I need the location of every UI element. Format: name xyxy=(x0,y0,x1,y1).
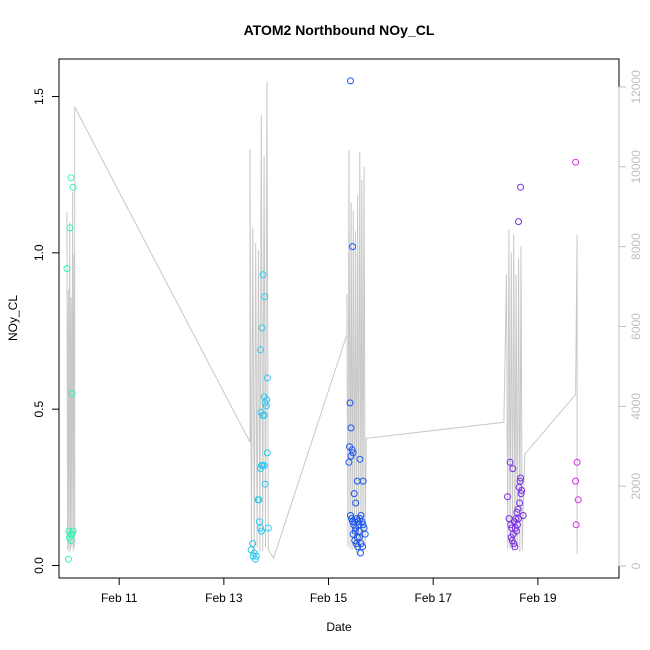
data-point xyxy=(516,499,524,507)
data-point xyxy=(347,424,355,432)
data-point xyxy=(249,540,257,548)
x-axis-label: Date xyxy=(326,620,352,634)
chart-title: ATOM2 Northbound NOy_CL xyxy=(244,22,435,38)
data-point xyxy=(517,474,525,482)
x-tick-label: Feb 17 xyxy=(415,591,453,605)
data-point xyxy=(504,493,511,501)
data-point xyxy=(358,518,366,526)
y2-tick-label: 0 xyxy=(629,562,643,569)
data-point xyxy=(517,490,525,498)
data-point xyxy=(352,499,360,507)
data-point xyxy=(264,524,272,532)
data-point xyxy=(64,555,72,563)
y-tick-label: 0.5 xyxy=(32,401,46,418)
data-point xyxy=(518,487,526,494)
altitude-line xyxy=(66,81,578,560)
data-point xyxy=(353,533,361,541)
data-point xyxy=(355,527,363,535)
data-point xyxy=(353,477,361,485)
data-point xyxy=(63,265,71,272)
data-point xyxy=(350,490,358,498)
plot-frame xyxy=(58,58,620,579)
y-axis-label: NOy_CL xyxy=(6,295,20,341)
y2-tick-label: 12000 xyxy=(629,70,643,104)
data-point xyxy=(69,527,77,535)
y2-tick-label: 2000 xyxy=(629,473,643,500)
data-point xyxy=(262,402,270,410)
data-point xyxy=(260,461,268,469)
data-point xyxy=(514,505,522,513)
altitude-line-group xyxy=(66,81,578,560)
y-tick-label: 1.0 xyxy=(32,244,46,261)
data-point xyxy=(349,243,357,251)
data-point xyxy=(357,549,364,557)
data-point xyxy=(259,271,267,279)
y2-tick-label: 6000 xyxy=(629,313,643,340)
y-axis: 0.0 0.5 1.0 1.5 xyxy=(32,88,59,574)
data-point xyxy=(255,496,263,504)
data-point xyxy=(252,552,260,560)
x-tick-label: Feb 19 xyxy=(519,591,557,605)
data-point xyxy=(515,218,522,226)
data-point xyxy=(345,458,353,466)
data-point xyxy=(356,455,364,463)
x-axis: Feb 11 Feb 13 Feb 15 Feb 17 Feb 19 xyxy=(101,577,557,605)
data-point xyxy=(261,293,269,301)
data-point xyxy=(257,524,264,532)
data-point xyxy=(572,158,580,166)
data-point xyxy=(258,324,266,332)
data-point xyxy=(261,480,269,488)
data-point xyxy=(257,346,264,354)
data-point xyxy=(573,458,581,466)
data-point xyxy=(66,224,74,232)
data-point xyxy=(359,477,367,485)
data-point xyxy=(510,540,518,548)
data-point xyxy=(516,477,524,485)
data-point xyxy=(509,465,517,473)
data-point xyxy=(508,524,516,532)
data-point xyxy=(572,477,580,485)
y2-tick-label: 10000 xyxy=(629,150,643,184)
data-point xyxy=(67,537,75,544)
y-tick-label: 0.0 xyxy=(32,557,46,574)
y2-tick-label: 4000 xyxy=(629,393,643,420)
data-point xyxy=(572,521,580,529)
data-point xyxy=(68,390,76,397)
data-point xyxy=(67,174,75,182)
x-tick-label: Feb 11 xyxy=(101,591,138,605)
data-point xyxy=(359,543,367,551)
y2-tick-label: 8000 xyxy=(629,233,643,260)
data-point xyxy=(506,458,514,466)
data-point xyxy=(517,183,525,191)
y2-axis: 0 2000 4000 6000 8000 10000 12000 xyxy=(618,70,643,569)
data-point xyxy=(361,530,369,538)
data-point xyxy=(347,77,354,85)
data-point xyxy=(346,399,354,407)
data-point xyxy=(260,411,268,419)
data-point xyxy=(515,515,522,523)
data-point xyxy=(347,512,354,519)
data-point xyxy=(263,374,271,382)
data-point xyxy=(574,496,582,504)
data-point xyxy=(505,515,513,523)
data-point xyxy=(349,449,357,457)
data-point xyxy=(258,527,265,535)
data-point xyxy=(519,512,527,519)
x-tick-label: Feb 15 xyxy=(310,591,348,605)
data-point xyxy=(251,555,259,563)
data-point xyxy=(513,508,521,516)
x-tick-label: Feb 13 xyxy=(205,591,243,605)
data-point xyxy=(359,521,367,529)
data-point xyxy=(263,449,271,457)
data-point xyxy=(351,527,359,535)
data-points xyxy=(63,77,582,563)
data-point xyxy=(511,543,519,551)
data-point xyxy=(69,183,77,191)
data-point xyxy=(507,533,515,541)
y-tick-label: 1.5 xyxy=(32,88,46,105)
